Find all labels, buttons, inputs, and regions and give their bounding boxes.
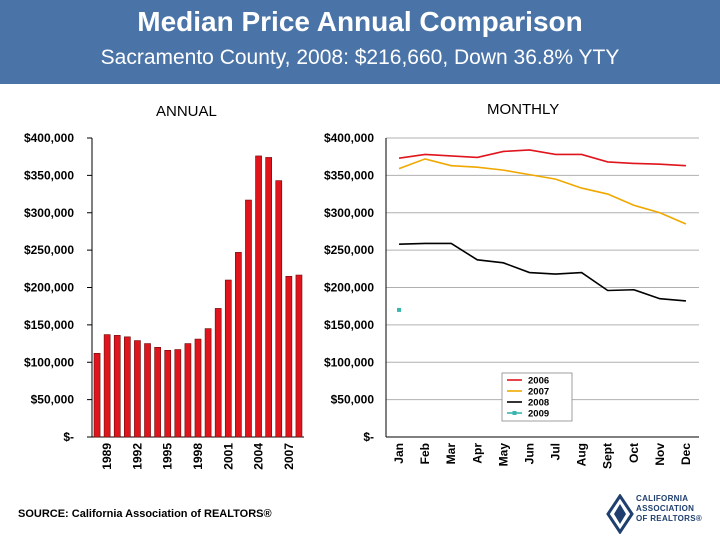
- x-tick-label: 1989: [100, 443, 114, 470]
- monthly-chart-title: MONTHLY: [487, 101, 560, 118]
- bar: [245, 199, 252, 438]
- legend-marker: [512, 411, 517, 415]
- x-tick-label: 2007: [282, 443, 296, 470]
- x-tick-label: Sept: [601, 443, 615, 469]
- logo-text: CALIFORNIA ASSOCIATION OF REALTORS®: [636, 494, 702, 524]
- x-tick-label: 2004: [252, 443, 266, 470]
- y-tick-label: $-: [63, 430, 74, 444]
- x-tick-label: Aug: [575, 443, 589, 466]
- bar: [124, 336, 131, 438]
- y-tick-label: $50,000: [331, 393, 375, 407]
- y-tick-label: $100,000: [24, 355, 74, 369]
- bar: [164, 349, 172, 438]
- x-tick-label: Nov: [653, 443, 667, 466]
- series-line-2008: [399, 242, 687, 302]
- bar: [235, 252, 242, 438]
- y-tick-label: $150,000: [24, 318, 74, 332]
- y-tick-label: $250,000: [324, 243, 374, 257]
- y-tick-label: $300,000: [24, 206, 74, 220]
- series-line-2007: [398, 158, 687, 225]
- charts-area: $400,000 $350,000 $300,000 $250,000 $200,000…: [24, 131, 699, 470]
- x-tick-label: Mar: [444, 443, 458, 465]
- series-line-2006: [398, 149, 687, 167]
- bar: [134, 340, 141, 438]
- bar: [255, 155, 262, 438]
- x-tick-label: May: [496, 443, 510, 467]
- logo-line: ASSOCIATION: [636, 504, 695, 513]
- realtors-logo: CALIFORNIA ASSOCIATION OF REALTORS®: [606, 492, 716, 538]
- legend-label: 2009: [528, 409, 549, 420]
- bar: [275, 180, 283, 438]
- x-tick-label: 1998: [191, 443, 205, 470]
- bar: [265, 157, 272, 438]
- logo-line: OF REALTORS®: [636, 514, 703, 523]
- y-tick-label: $350,000: [324, 168, 374, 182]
- bar: [285, 275, 293, 438]
- y-tick-label: $-: [363, 430, 374, 444]
- bar: [184, 343, 192, 438]
- series-point-2009: [397, 307, 402, 312]
- y-tick-label: $100,000: [324, 355, 374, 369]
- bar: [174, 349, 182, 438]
- bar: [295, 274, 303, 438]
- x-tick-label: Jul: [549, 443, 563, 460]
- bar: [204, 328, 212, 438]
- legend-label: 2008: [528, 398, 549, 409]
- bar: [103, 334, 111, 438]
- legend-label: 2007: [528, 387, 549, 398]
- x-tick-label: 1992: [130, 443, 144, 470]
- y-tick-label: $400,000: [24, 131, 74, 145]
- bar: [144, 343, 151, 438]
- bar: [214, 308, 222, 438]
- annual-chart: $400,000 $350,000 $300,000 $250,000 $200,000…: [24, 131, 304, 470]
- annual-chart-title: ANNUAL: [156, 103, 217, 120]
- y-tick-label: $150,000: [324, 318, 374, 332]
- x-tick-label: Apr: [470, 443, 484, 464]
- logo-line: CALIFORNIA: [636, 494, 689, 503]
- header-banner: Median Price Annual Comparison Sacrament…: [0, 0, 720, 84]
- bar: [194, 338, 202, 438]
- legend-label: 2006: [528, 376, 549, 387]
- y-tick-label: $250,000: [24, 243, 74, 257]
- realtors-logo-icon: [606, 494, 634, 534]
- page-subtitle: Sacramento County, 2008: $216,660, Down …: [100, 46, 620, 69]
- y-tick-label: $350,000: [24, 168, 74, 182]
- bar: [224, 279, 232, 438]
- x-tick-label: 1995: [161, 443, 175, 470]
- y-tick-label: $400,000: [324, 131, 374, 145]
- y-tick-label: $50,000: [31, 393, 75, 407]
- x-tick-label: Jun: [522, 443, 536, 464]
- x-tick-label: Jan: [392, 443, 406, 464]
- y-tick-label: $200,000: [324, 281, 374, 295]
- x-tick-label: Oct: [627, 443, 641, 463]
- page-title: Median Price Annual Comparison: [137, 6, 583, 37]
- bar: [93, 352, 101, 438]
- source-note: SOURCE: California Association of REALTO…: [18, 508, 272, 520]
- x-tick-label: Feb: [418, 443, 432, 464]
- y-tick-label: $200,000: [24, 281, 74, 295]
- x-tick-label: 2001: [221, 443, 235, 470]
- bar: [113, 335, 121, 438]
- bar: [154, 346, 161, 438]
- x-tick-label: Dec: [679, 443, 693, 465]
- y-tick-label: $300,000: [324, 206, 374, 220]
- monthly-chart: $400,000 $350,000 $300,000 $250,000 $200,000…: [324, 131, 699, 469]
